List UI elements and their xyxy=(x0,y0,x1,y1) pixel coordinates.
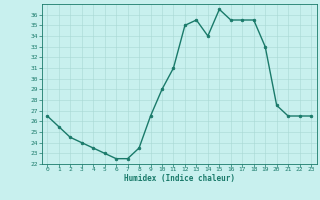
X-axis label: Humidex (Indice chaleur): Humidex (Indice chaleur) xyxy=(124,174,235,183)
